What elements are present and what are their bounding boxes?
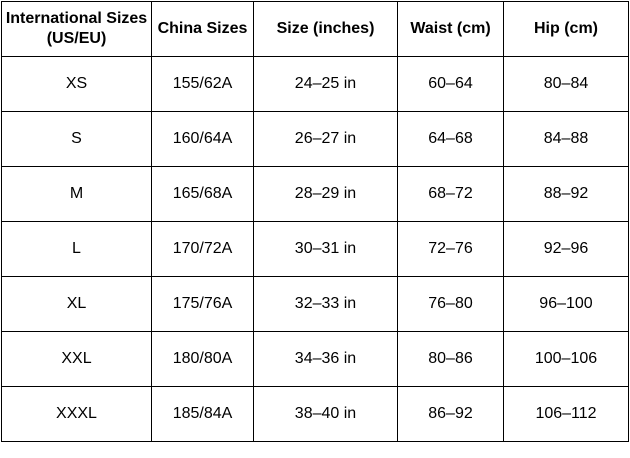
table-row-xs: XS 155/62A 24–25 in 60–64 80–84 (1, 56, 629, 112)
cell-size: L (1, 221, 152, 277)
cell-hip: 100–106 (503, 331, 629, 387)
cell-size-inches: 24–25 in (253, 56, 398, 112)
header-international-sizes-line2: (US/EU) (46, 30, 107, 47)
cell-size: XXXL (1, 386, 152, 442)
cell-hip: 84–88 (503, 111, 629, 167)
table-row-xl: XL 175/76A 32–33 in 76–80 96–100 (1, 276, 629, 332)
cell-size: XS (1, 56, 152, 112)
cell-waist: 76–80 (397, 276, 504, 332)
cell-size: XL (1, 276, 152, 332)
cell-china-size: 165/68A (151, 166, 254, 222)
cell-china-size: 155/62A (151, 56, 254, 112)
cell-china-size: 175/76A (151, 276, 254, 332)
header-row: International Sizes (US/EU) China Sizes S… (1, 1, 629, 57)
header-international-sizes: International Sizes (US/EU) (1, 1, 152, 57)
table-row-m: M 165/68A 28–29 in 68–72 88–92 (1, 166, 629, 222)
header-china-sizes: China Sizes (151, 1, 254, 57)
cell-china-size: 185/84A (151, 386, 254, 442)
cell-size-inches: 38–40 in (253, 386, 398, 442)
header-hip-cm: Hip (cm) (503, 1, 629, 57)
cell-waist: 68–72 (397, 166, 504, 222)
cell-waist: 86–92 (397, 386, 504, 442)
size-chart-table: International Sizes (US/EU) China Sizes S… (1, 1, 629, 442)
table-row-xxl: XXL 180/80A 34–36 in 80–86 100–106 (1, 331, 629, 387)
cell-size-inches: 32–33 in (253, 276, 398, 332)
cell-hip: 96–100 (503, 276, 629, 332)
cell-waist: 64–68 (397, 111, 504, 167)
cell-china-size: 170/72A (151, 221, 254, 277)
cell-china-size: 160/64A (151, 111, 254, 167)
cell-size: M (1, 166, 152, 222)
table-row-l: L 170/72A 30–31 in 72–76 92–96 (1, 221, 629, 277)
cell-hip: 88–92 (503, 166, 629, 222)
cell-waist: 60–64 (397, 56, 504, 112)
cell-size-inches: 34–36 in (253, 331, 398, 387)
header-international-sizes-line1: International Sizes (5, 10, 148, 27)
cell-size-inches: 28–29 in (253, 166, 398, 222)
cell-size-inches: 30–31 in (253, 221, 398, 277)
cell-hip: 92–96 (503, 221, 629, 277)
cell-size: S (1, 111, 152, 167)
cell-waist: 80–86 (397, 331, 504, 387)
cell-waist: 72–76 (397, 221, 504, 277)
cell-hip: 106–112 (503, 386, 629, 442)
cell-hip: 80–84 (503, 56, 629, 112)
table-row-s: S 160/64A 26–27 in 64–68 84–88 (1, 111, 629, 167)
header-size-inches: Size (inches) (253, 1, 398, 57)
cell-size-inches: 26–27 in (253, 111, 398, 167)
cell-china-size: 180/80A (151, 331, 254, 387)
table-row-xxxl: XXXL 185/84A 38–40 in 86–92 106–112 (1, 386, 629, 442)
cell-size: XXL (1, 331, 152, 387)
header-waist-cm: Waist (cm) (397, 1, 504, 57)
